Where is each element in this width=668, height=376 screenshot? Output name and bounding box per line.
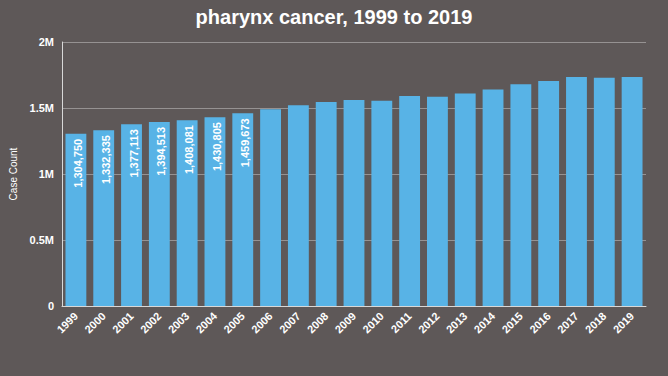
svg-text:1,377,113: 1,377,113	[128, 129, 140, 177]
svg-text:2015: 2015	[499, 310, 525, 336]
svg-text:2009: 2009	[332, 310, 358, 336]
svg-text:1,408,081: 1,408,081	[183, 125, 195, 174]
svg-text:2001: 2001	[110, 310, 136, 336]
svg-text:1999: 1999	[54, 310, 80, 336]
svg-text:2010: 2010	[360, 310, 386, 336]
svg-text:2000: 2000	[82, 310, 108, 336]
svg-text:1,394,513: 1,394,513	[155, 127, 167, 176]
svg-text:2006: 2006	[249, 310, 275, 336]
svg-text:1,430,805: 1,430,805	[211, 122, 223, 171]
svg-text:1,459,673: 1,459,673	[239, 118, 251, 167]
svg-text:2013: 2013	[444, 310, 470, 336]
svg-text:2M: 2M	[39, 36, 54, 48]
svg-text:0.5M: 0.5M	[30, 234, 54, 246]
svg-text:2004: 2004	[193, 309, 219, 335]
svg-text:2016: 2016	[527, 310, 553, 336]
svg-text:2018: 2018	[583, 310, 609, 336]
svg-text:0: 0	[48, 300, 54, 312]
svg-text:2008: 2008	[305, 310, 331, 336]
svg-text:pharynx cancer, 1999 to 2019: pharynx cancer, 1999 to 2019	[196, 6, 473, 28]
svg-text:2019: 2019	[611, 310, 637, 336]
svg-text:2014: 2014	[472, 309, 498, 335]
svg-text:1M: 1M	[39, 168, 54, 180]
svg-text:2005: 2005	[221, 310, 247, 336]
svg-text:2012: 2012	[416, 310, 442, 336]
svg-text:2007: 2007	[277, 310, 303, 336]
svg-text:2003: 2003	[166, 310, 192, 336]
svg-text:2002: 2002	[138, 310, 164, 336]
svg-text:2011: 2011	[389, 310, 414, 335]
svg-text:1,332,335: 1,332,335	[100, 135, 112, 184]
svg-text:1.5M: 1.5M	[30, 102, 54, 114]
svg-text:2017: 2017	[555, 310, 581, 336]
svg-text:1,304,750: 1,304,750	[72, 139, 84, 188]
svg-text:Case Count: Case Count	[8, 147, 19, 200]
